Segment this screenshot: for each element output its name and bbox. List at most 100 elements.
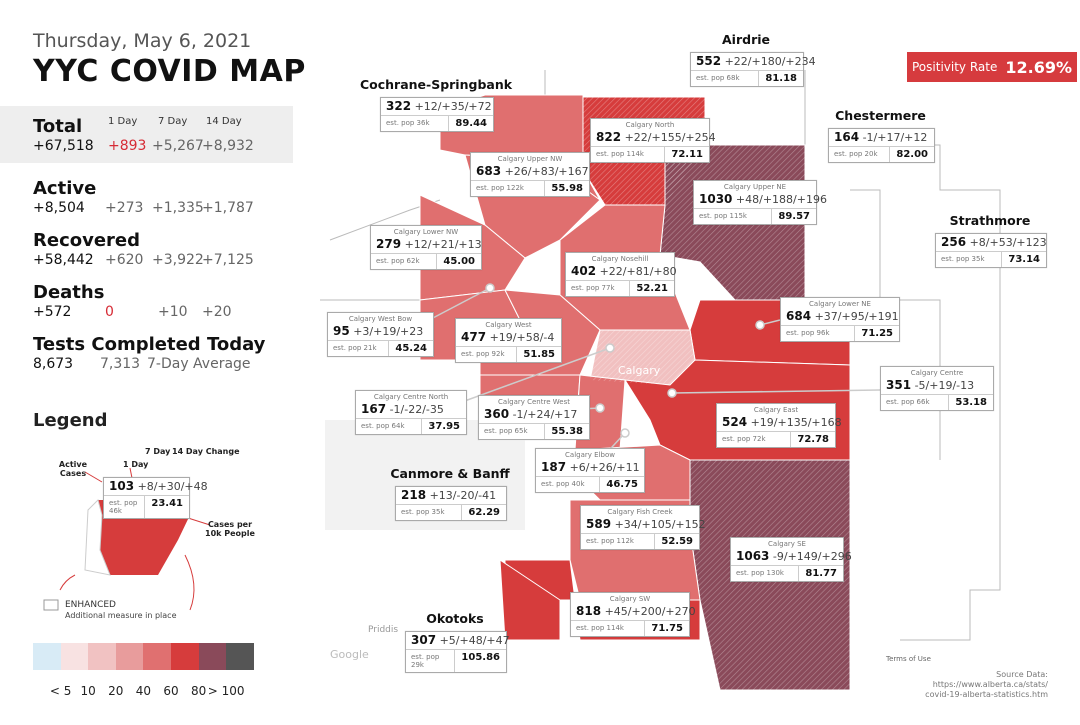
place-label: Terms of Use <box>886 655 931 663</box>
region-pop: est. pop 122k <box>471 181 546 196</box>
legend-text: Cases per 10k People <box>205 520 255 538</box>
region-name: Okotoks <box>426 611 484 626</box>
region-rate: 71.75 <box>651 623 683 634</box>
region-change: +22/+180/+234 <box>724 55 816 68</box>
sample-main: 103 +8/+30/+48 <box>104 478 208 495</box>
region-bottom: est. pop 92k 51.85 <box>456 346 561 362</box>
region-main: 1063 -9/+149/+296 <box>731 548 852 565</box>
region-main: 322 +12/+35/+72 <box>381 98 493 115</box>
stat-value: +1,787 <box>202 200 254 216</box>
region-change: +19/+58/-4 <box>489 331 555 344</box>
region-main: 256 +8/+53/+123 <box>936 234 1047 251</box>
region-pop: est. pop 96k <box>781 326 856 341</box>
region-cases: 322 <box>386 99 412 113</box>
region-name: Calgary West Bow <box>348 315 413 323</box>
region-bottom: est. pop 96k 71.25 <box>781 325 899 341</box>
region-change: +45/+200/+270 <box>604 605 696 618</box>
region-pop: est. pop 36k <box>381 116 450 131</box>
region-box: 256 +8/+53/+123 est. pop 35k 73.14 <box>935 233 1047 268</box>
region-pop: est. pop 65k <box>479 424 546 439</box>
region-cases: 167 <box>361 402 387 416</box>
region-bottom: est. pop 66k 53.18 <box>881 394 993 410</box>
region-cases: 524 <box>722 415 748 429</box>
scale-swatch <box>88 643 116 670</box>
region-change: +3/+19/+23 <box>353 325 424 338</box>
region-main: 279 +12/+21/+13 <box>371 236 482 253</box>
region-pop: est. pop 112k <box>581 534 656 549</box>
region-pop: est. pop 92k <box>456 347 518 362</box>
region-cases: 1030 <box>699 192 733 206</box>
region-box: Calgary Upper NW 683 +26/+83/+167 est. pop… <box>470 152 590 197</box>
stat-value: +620 <box>105 252 144 268</box>
region-change: +6/+26/+11 <box>569 461 640 474</box>
region-cases: 684 <box>786 309 812 323</box>
region-name: Calgary SE <box>768 540 806 548</box>
region-box: Calgary SW 818 +45/+200/+270 est. pop 114k… <box>570 592 696 637</box>
stat-value: +893 <box>108 138 147 154</box>
region-pop: est. pop 29k <box>406 650 456 672</box>
scale-swatch <box>115 643 144 670</box>
scale-swatch <box>171 643 199 670</box>
region-rate: 53.18 <box>955 397 987 408</box>
scale-label: 80 <box>190 684 207 698</box>
stat-value: +5,267 <box>152 138 204 154</box>
region-cases: 360 <box>484 407 510 421</box>
region-change: +13/-20/-41 <box>429 489 497 502</box>
region-change: +5/+48/+47 <box>439 634 510 647</box>
region-rate: 51.85 <box>523 349 555 360</box>
region-cases: 1063 <box>736 549 770 563</box>
region-bottom: est. pop 122k 55.98 <box>471 180 589 196</box>
arrow <box>84 471 103 483</box>
region-bottom: est. pop 29k 105.86 <box>406 649 506 672</box>
region-bottom: est. pop 68k 81.18 <box>691 70 803 86</box>
region-bottom: est. pop 115k 89.57 <box>694 208 816 224</box>
region-main: 360 -1/+24/+17 <box>479 406 589 423</box>
region-cases: 256 <box>941 235 967 249</box>
region-box: 552 +22/+180/+234 est. pop 68k 81.18 <box>690 52 816 87</box>
region-change: +26/+83/+167 <box>504 165 589 178</box>
region-box: Calgary West 477 +19/+58/-4 est. pop 92k 51… <box>455 318 562 363</box>
place-label: Priddis <box>368 625 399 635</box>
region-rate: 37.95 <box>428 421 460 432</box>
region-bottom: est. pop 36k 89.44 <box>381 115 493 131</box>
region-box: Calgary Fish Creek 589 +34/+105/+152 est. … <box>580 505 706 550</box>
region-pop: est. pop 77k <box>566 281 631 296</box>
region-rate: 55.98 <box>551 183 583 194</box>
arrow <box>184 554 195 611</box>
region-bottom: est. pop 130k 81.77 <box>731 565 843 581</box>
region-cases: 402 <box>571 264 597 278</box>
region-cases: 351 <box>886 378 912 392</box>
region-rate: 72.11 <box>671 149 703 160</box>
stat-label: Total <box>33 116 83 137</box>
region-box: Calgary Nosehill 402 +22/+81/+80 est. pop … <box>565 252 677 297</box>
region-box: Calgary Centre West 360 -1/+24/+17 est. po… <box>478 395 590 440</box>
region-bottom: est. pop 114k 71.75 <box>571 620 689 636</box>
stat-value: +1,335 <box>152 200 204 216</box>
region-rate: 45.24 <box>395 343 427 354</box>
region-box: Calgary East 524 +19/+135/+168 est. pop 72… <box>716 403 842 448</box>
region-rate: 72.78 <box>797 434 829 445</box>
sample-change: +8/+30/+48 <box>137 480 208 493</box>
source-title: Source Data: <box>996 670 1048 679</box>
region-change: -1/-22/-35 <box>389 403 444 416</box>
place-label: Calgary <box>618 364 661 377</box>
legend-text: Additional measure in place <box>65 611 177 620</box>
region-name: Calgary East <box>753 406 799 414</box>
region-main: 477 +19/+58/-4 <box>456 329 561 346</box>
region-name: Airdrie <box>722 32 770 47</box>
scale-swatch <box>60 643 89 670</box>
region-rate: 89.57 <box>778 211 810 222</box>
region-pop: est. pop 20k <box>829 147 891 162</box>
region-pop: est. pop 114k <box>571 621 646 636</box>
region-change: +12/+35/+72 <box>414 100 492 113</box>
region-name: Calgary Upper NE <box>723 183 787 191</box>
region-bottom: est. pop 77k 52.21 <box>566 280 674 296</box>
scale-swatch <box>198 643 227 670</box>
positivity-value: 12.69% <box>1005 57 1072 77</box>
region-main: 822 +22/+155/+254 <box>591 129 716 146</box>
region-change: +37/+95/+191 <box>814 310 899 323</box>
region-pop: est. pop 115k <box>694 209 773 224</box>
region-change: -5/+19/-13 <box>914 379 975 392</box>
region-pop: est. pop 64k <box>356 419 423 434</box>
region-box: 307 +5/+48/+47 est. pop 29k 105.86 <box>405 631 510 673</box>
